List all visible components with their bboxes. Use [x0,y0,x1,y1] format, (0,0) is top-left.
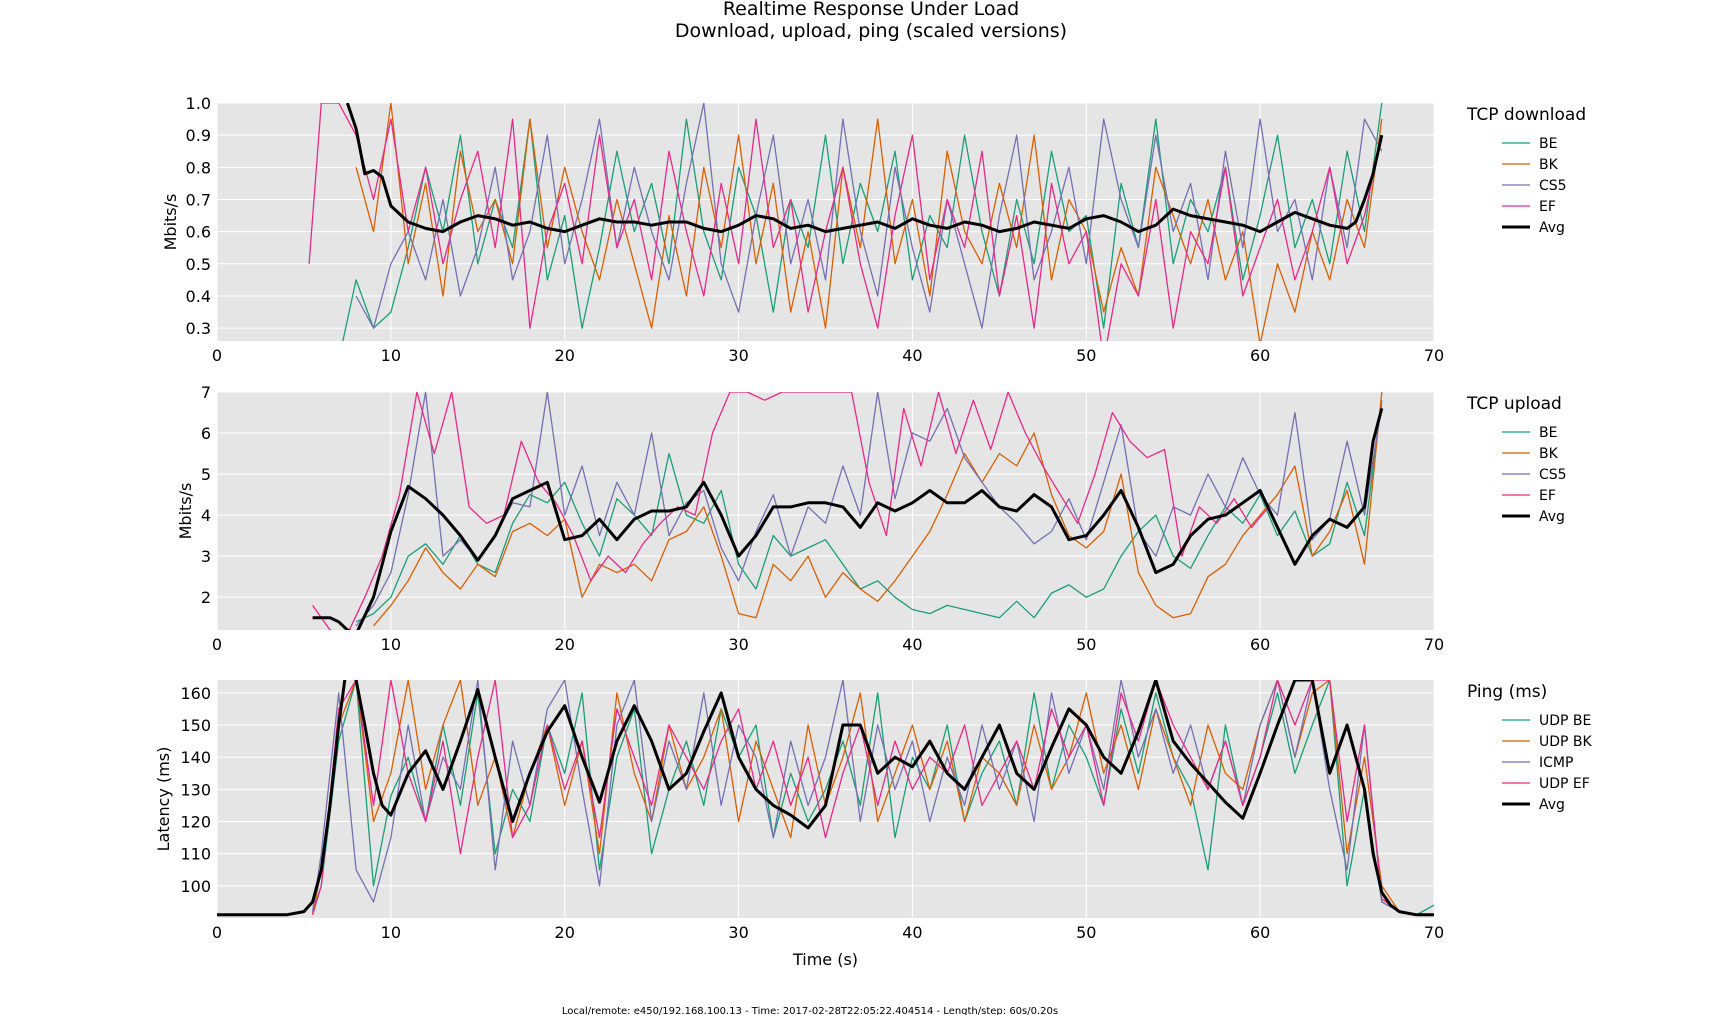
upload-legend-label: EF [1539,488,1556,504]
upload-legend-label: Avg [1539,509,1565,525]
upload-series-be [355,400,1383,623]
ping-x-tick-label: 60 [1250,923,1270,942]
download-series-ef [308,103,1383,341]
ping-panel: 0 10 20 30 40 50 60 70 100 110 120 130 140 150 160 Late… [154,680,1593,969]
upload-y-tick-label: 6 [201,424,211,443]
upload-x-tick-label: 70 [1424,635,1444,654]
download-series-bk [355,103,1383,341]
download-legend: TCP download BE BK CS5 EF Avg [1466,105,1586,236]
upload-y-tick-label: 3 [201,547,211,566]
ping-x-axis: 0 10 20 30 40 50 60 70 [212,680,1444,942]
figure-footer: Local/remote: e450/192.168.100.13 - Time… [562,1006,1058,1015]
download-x-tick-label: 0 [212,346,222,365]
upload-y-tick-label: 7 [201,383,211,402]
download-y-axis-label: Mbits/s [161,194,180,251]
download-y-tick-label: 0.4 [186,287,211,306]
ping-y-axis-label: Latency (ms) [154,747,173,852]
download-y-tick-label: 1.0 [186,94,211,113]
upload-y-axis-label: Mbits/s [176,483,195,540]
download-legend-label: CS5 [1539,178,1567,194]
ping-x-tick-label: 30 [728,923,748,942]
upload-y-tick-label: 5 [201,465,211,484]
ping-legend-label: UDP EF [1539,776,1590,792]
download-x-tick-label: 60 [1250,346,1270,365]
upload-x-tick-label: 40 [902,635,922,654]
upload-series-ef [312,392,1270,630]
upload-legend-label: BE [1539,425,1557,441]
download-series-group [308,103,1384,341]
upload-x-tick-label: 10 [381,635,401,654]
ping-x-tick-label: 40 [902,923,922,942]
ping-y-tick-label: 140 [180,748,211,767]
upload-legend-label: CS5 [1539,467,1567,483]
download-y-tick-label: 0.5 [186,255,211,274]
download-x-tick-label: 50 [1076,346,1096,365]
download-x-tick-label: 10 [381,346,401,365]
ping-series-avg [217,680,1434,917]
download-x-tick-label: 70 [1424,346,1444,365]
upload-series-bk [373,392,1383,627]
ping-y-tick-label: 110 [180,845,211,864]
download-x-tick-label: 40 [902,346,922,365]
ping-y-tick-label: 130 [180,780,211,799]
ping-x-axis-label: Time (s) [792,950,858,969]
ping-series-group [217,680,1434,917]
ping-y-tick-label: 160 [180,684,211,703]
upload-series-cs5 [355,392,1383,627]
ping-x-tick-label: 0 [212,923,222,942]
download-series-be [342,103,1383,341]
ping-legend-label: Avg [1539,797,1565,813]
download-legend-label: EF [1539,199,1556,215]
download-x-tick-label: 30 [728,346,748,365]
upload-y-tick-label: 4 [201,506,211,525]
download-legend-label: BK [1539,157,1559,173]
download-x-axis: 0 10 20 30 40 50 60 70 [212,103,1444,365]
ping-y-tick-label: 120 [180,813,211,832]
upload-series-avg [312,408,1384,630]
upload-legend-label: BK [1539,446,1559,462]
ping-x-tick-label: 10 [381,923,401,942]
download-legend-label: Avg [1539,220,1565,236]
download-y-tick-label: 0.6 [186,223,211,242]
download-legend-label: BE [1539,136,1557,152]
upload-x-tick-label: 60 [1250,635,1270,654]
download-series-avg [345,103,1384,234]
ping-x-tick-label: 70 [1424,923,1444,942]
ping-legend-label: UDP BE [1539,713,1591,729]
upload-panel: 0 10 20 30 40 50 60 70 2 3 4 5 6 7 Mbits/s TCP upload BE… [176,383,1567,654]
figure-subtitle: Download, upload, ping (scaled versions) [675,20,1067,42]
ping-legend-label: UDP BK [1539,734,1593,750]
ping-y-tick-label: 150 [180,716,211,735]
download-series-cs5 [355,103,1383,329]
upload-x-tick-label: 30 [728,635,748,654]
upload-legend-title: TCP upload [1466,394,1562,414]
ping-y-tick-label: 100 [180,877,211,896]
download-y-tick-label: 0.8 [186,158,211,177]
upload-x-tick-label: 20 [555,635,575,654]
download-y-tick-label: 0.3 [186,319,211,338]
upload-series-group [312,392,1384,630]
download-panel: 0 10 20 30 40 50 60 70 0.3 0.4 0.5 0.6 0.7 0.8 0.9 1.0 M… [161,94,1586,365]
download-x-tick-label: 20 [555,346,575,365]
ping-x-tick-label: 50 [1076,923,1096,942]
upload-legend: TCP upload BE BK CS5 EF Avg [1466,394,1567,525]
ping-x-tick-label: 20 [555,923,575,942]
upload-y-tick-label: 2 [201,588,211,607]
download-y-tick-label: 0.7 [186,190,211,209]
ping-legend-label: ICMP [1539,755,1573,771]
upload-x-tick-label: 50 [1076,635,1096,654]
ping-legend: Ping (ms) UDP BE UDP BK ICMP UDP EF Avg [1467,682,1593,813]
download-y-tick-label: 0.9 [186,126,211,145]
download-y-axis: 0.3 0.4 0.5 0.6 0.7 0.8 0.9 1.0 [186,94,1434,338]
download-legend-title: TCP download [1466,105,1586,125]
ping-legend-title: Ping (ms) [1467,682,1547,702]
upload-x-tick-label: 0 [212,635,222,654]
figure-title: Realtime Response Under Load [723,0,1019,20]
